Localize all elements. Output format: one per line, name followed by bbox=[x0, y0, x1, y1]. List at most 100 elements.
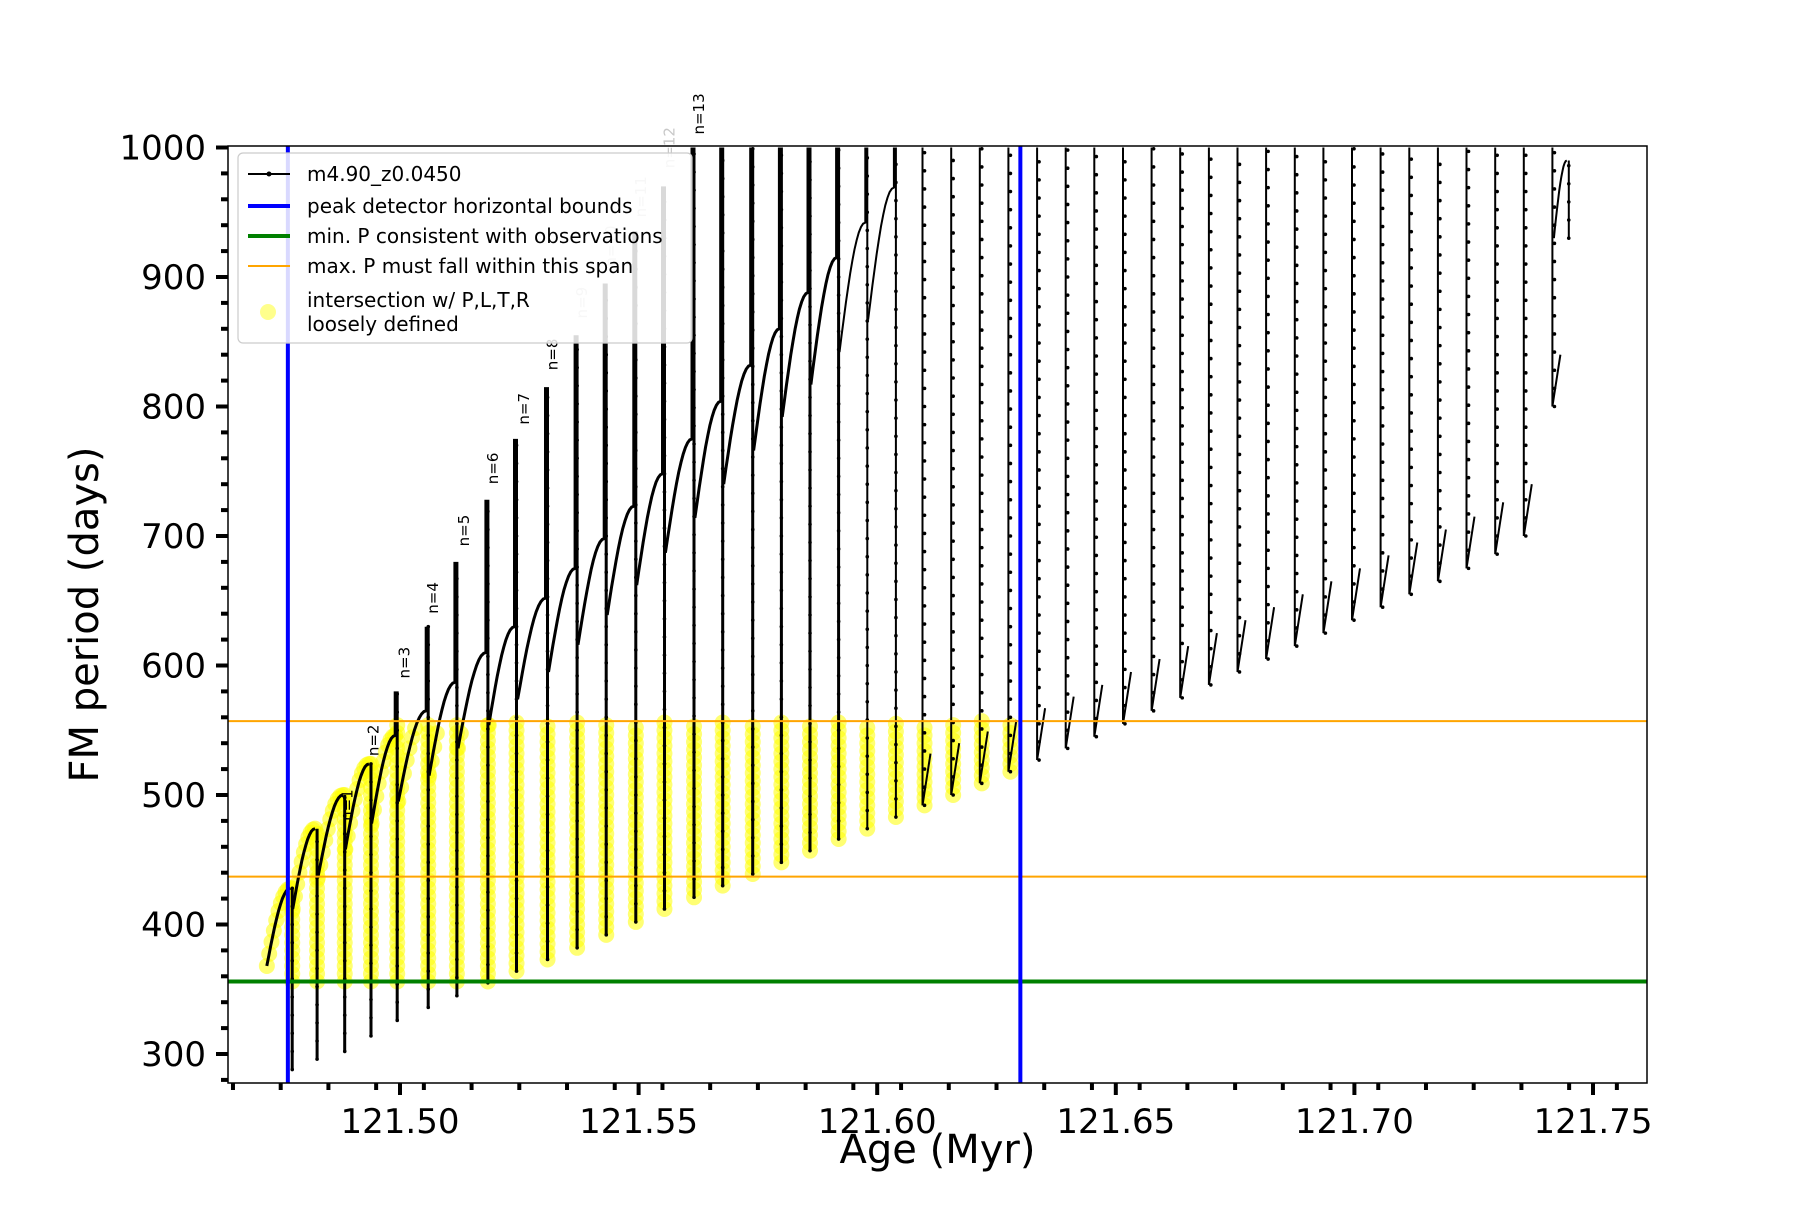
y-tick-label: 500 bbox=[141, 776, 206, 816]
series-point bbox=[720, 158, 725, 163]
series-line bbox=[1522, 147, 1533, 537]
series-point bbox=[455, 921, 459, 926]
series-line bbox=[663, 147, 696, 898]
series-point bbox=[865, 409, 870, 414]
series-point bbox=[1409, 411, 1414, 415]
series-point bbox=[1037, 395, 1041, 400]
series-point bbox=[604, 933, 609, 937]
series-point bbox=[395, 710, 400, 714]
series-point bbox=[1008, 225, 1013, 230]
series-point bbox=[922, 295, 927, 300]
series-point bbox=[1495, 153, 1499, 158]
series-point bbox=[692, 369, 696, 374]
series-point bbox=[1209, 429, 1213, 433]
series-point bbox=[1380, 333, 1385, 338]
series-point bbox=[979, 219, 984, 224]
series-point bbox=[922, 531, 927, 536]
series-point bbox=[662, 562, 667, 567]
series-point bbox=[575, 891, 579, 896]
series-point bbox=[865, 627, 870, 632]
series-point bbox=[1123, 323, 1127, 327]
series-point bbox=[951, 430, 955, 435]
series-line bbox=[752, 147, 783, 863]
y-tick-label: 1000 bbox=[119, 129, 206, 169]
series-point bbox=[1209, 483, 1213, 488]
series-cycle bbox=[1179, 147, 1190, 700]
series-point bbox=[894, 543, 898, 547]
series-point bbox=[836, 637, 841, 642]
series-point bbox=[808, 540, 812, 545]
series-point bbox=[720, 194, 725, 199]
series-point bbox=[894, 815, 898, 819]
series-point bbox=[545, 431, 550, 436]
series-point bbox=[662, 780, 667, 784]
series-line bbox=[867, 147, 897, 817]
series-point bbox=[720, 793, 725, 797]
series-point bbox=[634, 702, 638, 707]
series-point bbox=[634, 648, 638, 652]
series-point bbox=[1209, 683, 1213, 687]
series-point bbox=[1466, 330, 1471, 335]
series-point bbox=[1438, 307, 1442, 312]
series-point bbox=[662, 762, 667, 766]
series-point bbox=[1466, 349, 1471, 353]
series-point bbox=[514, 824, 519, 828]
series-point bbox=[836, 148, 841, 152]
series-point bbox=[514, 842, 519, 847]
series-point bbox=[836, 438, 841, 442]
series-point bbox=[514, 751, 519, 756]
series-point bbox=[1123, 667, 1127, 672]
series-point bbox=[342, 940, 347, 945]
series-point bbox=[1008, 697, 1013, 701]
series-point bbox=[1524, 316, 1528, 321]
series-point bbox=[1552, 332, 1557, 336]
series-point bbox=[575, 782, 579, 787]
series-point bbox=[720, 847, 725, 852]
series-point bbox=[1008, 661, 1013, 665]
series-point bbox=[1294, 444, 1299, 449]
series-point bbox=[1495, 171, 1499, 176]
series-point bbox=[1123, 486, 1127, 490]
series-point bbox=[426, 715, 431, 720]
series-point bbox=[1438, 253, 1442, 257]
series-point bbox=[369, 889, 373, 893]
series-line bbox=[396, 626, 430, 1008]
series-point bbox=[1237, 361, 1242, 366]
series-point bbox=[1209, 157, 1213, 161]
series-point bbox=[836, 311, 841, 316]
series-point bbox=[692, 895, 696, 900]
series-point bbox=[836, 565, 841, 569]
series-point bbox=[894, 633, 898, 638]
series-point bbox=[662, 725, 667, 730]
series-point bbox=[1323, 214, 1328, 218]
series-line bbox=[1236, 147, 1247, 673]
series-point bbox=[395, 728, 400, 733]
series-point bbox=[692, 587, 696, 591]
series-point bbox=[808, 848, 812, 853]
series-line bbox=[1179, 147, 1190, 699]
series-cycle bbox=[576, 283, 609, 937]
series-point bbox=[779, 860, 784, 865]
series-point bbox=[1266, 167, 1270, 172]
series-point bbox=[951, 448, 955, 453]
series-point bbox=[395, 837, 400, 841]
series-point bbox=[1495, 534, 1499, 538]
series-point bbox=[634, 611, 638, 616]
series-point bbox=[662, 617, 667, 621]
series-point bbox=[750, 854, 755, 858]
series-point bbox=[486, 582, 490, 586]
series-point bbox=[1266, 602, 1270, 607]
series-point bbox=[426, 642, 431, 647]
series-point bbox=[290, 886, 295, 891]
series-point bbox=[1323, 178, 1328, 182]
series-point bbox=[922, 567, 927, 572]
series-point bbox=[865, 772, 870, 777]
series-point bbox=[1237, 416, 1242, 420]
series-point bbox=[779, 642, 784, 647]
series-point bbox=[604, 878, 609, 883]
series-point bbox=[1065, 238, 1070, 243]
series-point bbox=[1094, 499, 1099, 503]
series-point bbox=[486, 890, 490, 894]
series-point bbox=[604, 842, 609, 847]
series-point bbox=[750, 799, 755, 804]
